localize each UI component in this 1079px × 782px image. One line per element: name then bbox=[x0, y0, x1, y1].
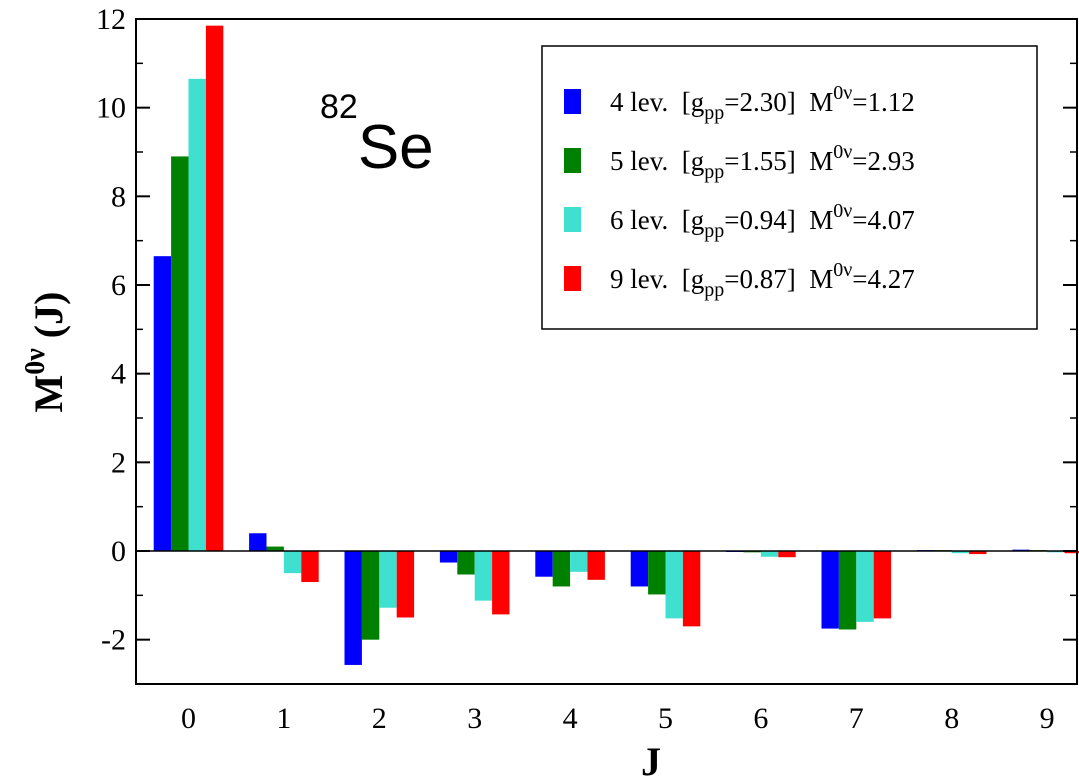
x-tick-label: 3 bbox=[467, 702, 482, 735]
bar-series1-j0 bbox=[153, 256, 172, 551]
bar-series1-j3 bbox=[439, 551, 458, 563]
bar-series4-j7 bbox=[873, 551, 892, 619]
bar-series4-j4 bbox=[587, 551, 605, 580]
bar-series3-j3 bbox=[474, 551, 493, 601]
y-tick-label: 4 bbox=[111, 358, 126, 391]
plot-frame bbox=[135, 18, 1078, 685]
bar-series4-j8 bbox=[969, 551, 987, 555]
bar-series4-j9 bbox=[1064, 551, 1079, 554]
bar-series2-j0 bbox=[171, 156, 189, 551]
bar-series1-j7 bbox=[821, 551, 839, 629]
bar-series2-j3 bbox=[457, 551, 475, 575]
legend-box bbox=[541, 45, 1038, 330]
legend-entry: 9 lev. [gpp=0.87] M0ν=4.27 bbox=[610, 259, 915, 301]
bar-series3-j1 bbox=[283, 551, 302, 574]
legend-swatch bbox=[564, 148, 581, 173]
legend-entry: 4 lev. [gpp=2.30] M0ν=1.12 bbox=[610, 82, 915, 124]
bar-series2-j5 bbox=[648, 551, 666, 595]
y-tick-label: -2 bbox=[101, 624, 126, 657]
bar-series3-j5 bbox=[665, 551, 683, 619]
bar-series4-j2 bbox=[396, 551, 415, 618]
x-tick-label: 9 bbox=[1040, 702, 1055, 735]
y-tick-label: 6 bbox=[111, 269, 126, 302]
y-tick-label: 12 bbox=[96, 3, 126, 36]
plot-area bbox=[136, 25, 1079, 665]
bar-series3-j7 bbox=[856, 551, 874, 622]
y-tick-label: 10 bbox=[96, 92, 126, 125]
x-tick-label: 4 bbox=[563, 702, 578, 735]
bar-series4-j6 bbox=[778, 551, 796, 558]
bar-series3-j0 bbox=[188, 78, 206, 551]
y-tick-label: 8 bbox=[111, 180, 126, 213]
bar-series3-j8 bbox=[951, 551, 970, 554]
y-axis-title: M0ν (J) bbox=[20, 292, 71, 413]
bar-series3-j2 bbox=[379, 551, 397, 608]
legend-swatch bbox=[564, 89, 581, 114]
bar-series1-j5 bbox=[630, 551, 649, 587]
legend-swatch bbox=[564, 207, 581, 232]
bar-series3-j4 bbox=[570, 551, 588, 572]
bar-series1-j1 bbox=[249, 533, 267, 551]
isotope-annotation: 82Se bbox=[320, 88, 434, 182]
x-axis-title: J bbox=[641, 739, 661, 782]
y-tick-label: 0 bbox=[111, 535, 126, 568]
x-tick-label: 8 bbox=[944, 702, 959, 735]
x-tick-label: 5 bbox=[658, 702, 673, 735]
legend-entry: 5 lev. [gpp=1.55] M0ν=2.93 bbox=[610, 141, 915, 183]
x-tick-label: 1 bbox=[276, 702, 291, 735]
bar-series4-j5 bbox=[682, 551, 701, 627]
bar-series2-j2 bbox=[361, 551, 380, 640]
x-tick-label: 6 bbox=[753, 702, 768, 735]
bar-series3-j6 bbox=[760, 551, 779, 557]
bar-series2-j4 bbox=[552, 551, 571, 587]
x-tick-label: 2 bbox=[372, 702, 387, 735]
bar-series2-j7 bbox=[838, 551, 857, 630]
bar-series4-j1 bbox=[301, 551, 319, 583]
x-tick-label: 0 bbox=[181, 702, 196, 735]
bar-series4-j0 bbox=[205, 25, 224, 551]
legend: 4 lev. [gpp=2.30] M0ν=1.12 5 lev. [gpp=1.… bbox=[541, 45, 1038, 330]
bar-series1-j4 bbox=[535, 551, 553, 577]
bar-series2-j1 bbox=[266, 546, 284, 551]
y-tick-label: 2 bbox=[111, 446, 126, 479]
x-tick-label: 7 bbox=[849, 702, 864, 735]
bar-series4-j3 bbox=[492, 551, 510, 615]
legend-entry: 6 lev. [gpp=0.94] M0ν=4.07 bbox=[610, 200, 915, 242]
bar-series1-j2 bbox=[344, 551, 362, 665]
legend-swatch bbox=[564, 266, 581, 291]
